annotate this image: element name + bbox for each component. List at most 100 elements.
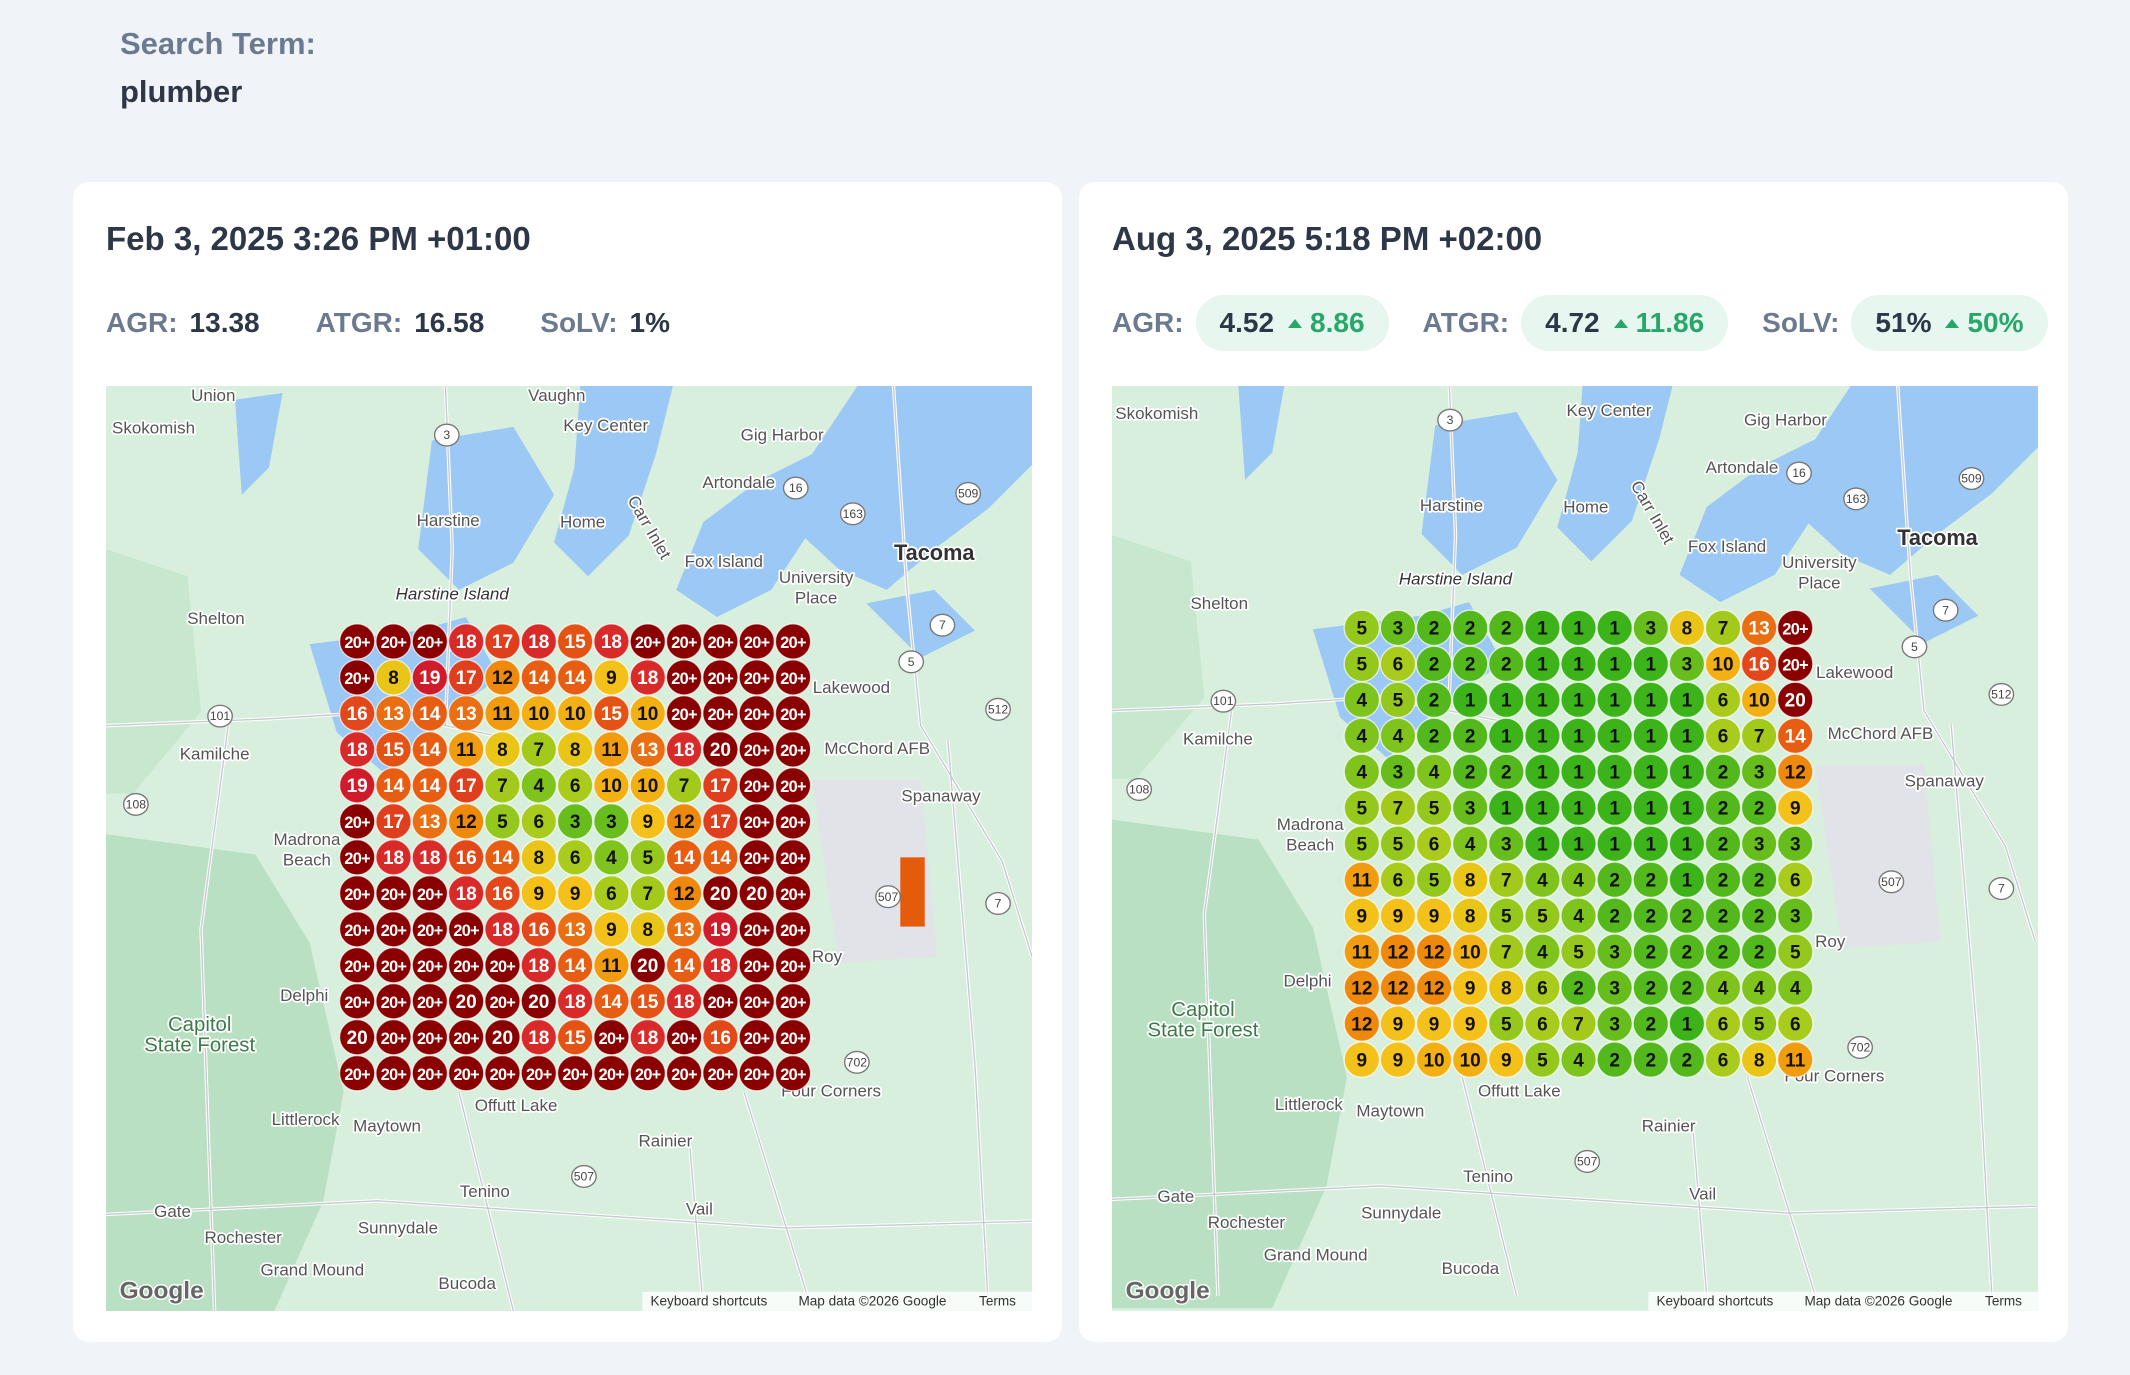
rank-value: 1 [1501, 691, 1512, 712]
rank-value: 4 [1465, 835, 1476, 856]
rank-value: 20+ [671, 706, 697, 724]
rank-value: 20 [746, 884, 767, 905]
rank-value: 14 [528, 668, 550, 689]
scan-date: Feb 3, 2025 3:26 PM +01:00 [106, 220, 531, 257]
rank-value: 1 [1609, 727, 1620, 748]
rank-value: 9 [1790, 799, 1801, 820]
route-shield [207, 704, 233, 728]
map-label: Lakewood [813, 678, 890, 697]
rank-marker [1596, 825, 1633, 863]
rank-value: 14 [565, 956, 587, 977]
rank-value: 20+ [744, 994, 770, 1012]
rank-value: 20+ [780, 922, 806, 940]
rank-marker [484, 1054, 521, 1092]
rank-marker [1632, 1041, 1670, 1078]
rank-value: 1 [1537, 655, 1548, 676]
rank-value: 1 [1609, 799, 1620, 820]
rank-value: 14 [383, 776, 405, 797]
rank-value: 20+ [453, 1066, 479, 1084]
rank-value: 10 [601, 776, 622, 797]
rank-value: 20+ [671, 670, 697, 688]
rank-value: 4 [1393, 727, 1404, 748]
route-number: 507 [878, 890, 899, 904]
rank-value: 12 [674, 884, 695, 905]
map-attribution: Map data ©2026 Google [798, 1293, 946, 1308]
rank-marker [447, 982, 485, 1020]
map-label: Maytown [1356, 1102, 1424, 1121]
search-term-label: Search Term: [120, 26, 316, 61]
map-label: Artondale [1706, 458, 1779, 477]
rank-marker [1379, 1041, 1417, 1078]
rank-value: 4 [1357, 691, 1368, 712]
metric-label: AGR: [106, 307, 178, 338]
rank-value: 8 [570, 740, 581, 761]
rank-value: 6 [1718, 1014, 1729, 1035]
rank-value: 18 [492, 920, 513, 941]
rank-value: 5 [1357, 619, 1368, 640]
rank-value: 20+ [744, 850, 770, 868]
map-label: Fox Island [685, 552, 763, 571]
road [200, 725, 229, 1311]
rank-value: 8 [642, 920, 653, 941]
rank-marker [556, 1054, 594, 1092]
rank-value: 8 [1682, 619, 1693, 640]
rank-value: 20+ [671, 1066, 697, 1084]
rank-marker [702, 982, 739, 1020]
rank-marker [338, 982, 376, 1020]
rank-value: 1 [1465, 691, 1476, 712]
map-label: McChord AFB [1828, 724, 1934, 743]
route-shield [122, 792, 149, 816]
rank-value: 2 [1754, 799, 1765, 820]
rank-marker [1596, 1041, 1633, 1078]
road [743, 1092, 813, 1311]
rank-value: 8 [1754, 1050, 1765, 1071]
up-arrow [1613, 318, 1628, 328]
rank-marker [1668, 825, 1706, 863]
rank-marker [1740, 1041, 1778, 1078]
rank-marker [338, 623, 376, 660]
rank-value: 16 [347, 704, 368, 725]
water [676, 386, 1032, 617]
route-number: 7 [995, 897, 1002, 911]
map-label: Grand Mound [1264, 1246, 1368, 1265]
rank-value: 3 [1501, 835, 1512, 856]
rank-marker [411, 1054, 449, 1092]
rank-value: 1 [1537, 691, 1548, 712]
rank-value: 12 [1387, 942, 1408, 963]
map-label: Delphi [1283, 971, 1331, 990]
rank-value: 2 [1573, 978, 1584, 999]
map-label: Gig Harbor [1744, 411, 1827, 430]
rank-marker [1632, 609, 1670, 647]
rank-value: 20 [637, 956, 658, 977]
route-number: 16 [1792, 466, 1806, 480]
map-label: Bucoda [1442, 1259, 1500, 1278]
route-number: 163 [843, 507, 864, 521]
rank-marker [738, 623, 776, 660]
metric-change: 50% [1967, 307, 2024, 338]
rank-value: 20+ [599, 1066, 625, 1084]
rank-marker [1524, 933, 1561, 971]
rank-value: 20 [1785, 691, 1806, 712]
rank-value: 20+ [780, 1030, 806, 1048]
rank-value: 20+ [344, 994, 370, 1012]
rank-value: 13 [419, 812, 440, 833]
rank-value: 5 [1357, 799, 1368, 820]
rank-value: 11 [1352, 871, 1373, 892]
rank-value: 6 [570, 776, 581, 797]
rank-value: 18 [383, 848, 404, 869]
rank-value: 8 [534, 848, 545, 869]
rank-value: 8 [497, 740, 508, 761]
route-shield [955, 481, 982, 505]
rank-value: 2 [1429, 619, 1440, 640]
rank-value: 10 [1460, 942, 1481, 963]
rank-marker [1704, 825, 1742, 863]
rank-value: 3 [1790, 835, 1801, 856]
rank-value: 2 [1645, 906, 1656, 927]
rank-marker [1487, 609, 1525, 647]
rank-value: 20+ [744, 670, 770, 688]
route-number: 5 [1911, 640, 1918, 654]
rank-value: 9 [1501, 1050, 1512, 1071]
rank-marker [593, 623, 630, 660]
